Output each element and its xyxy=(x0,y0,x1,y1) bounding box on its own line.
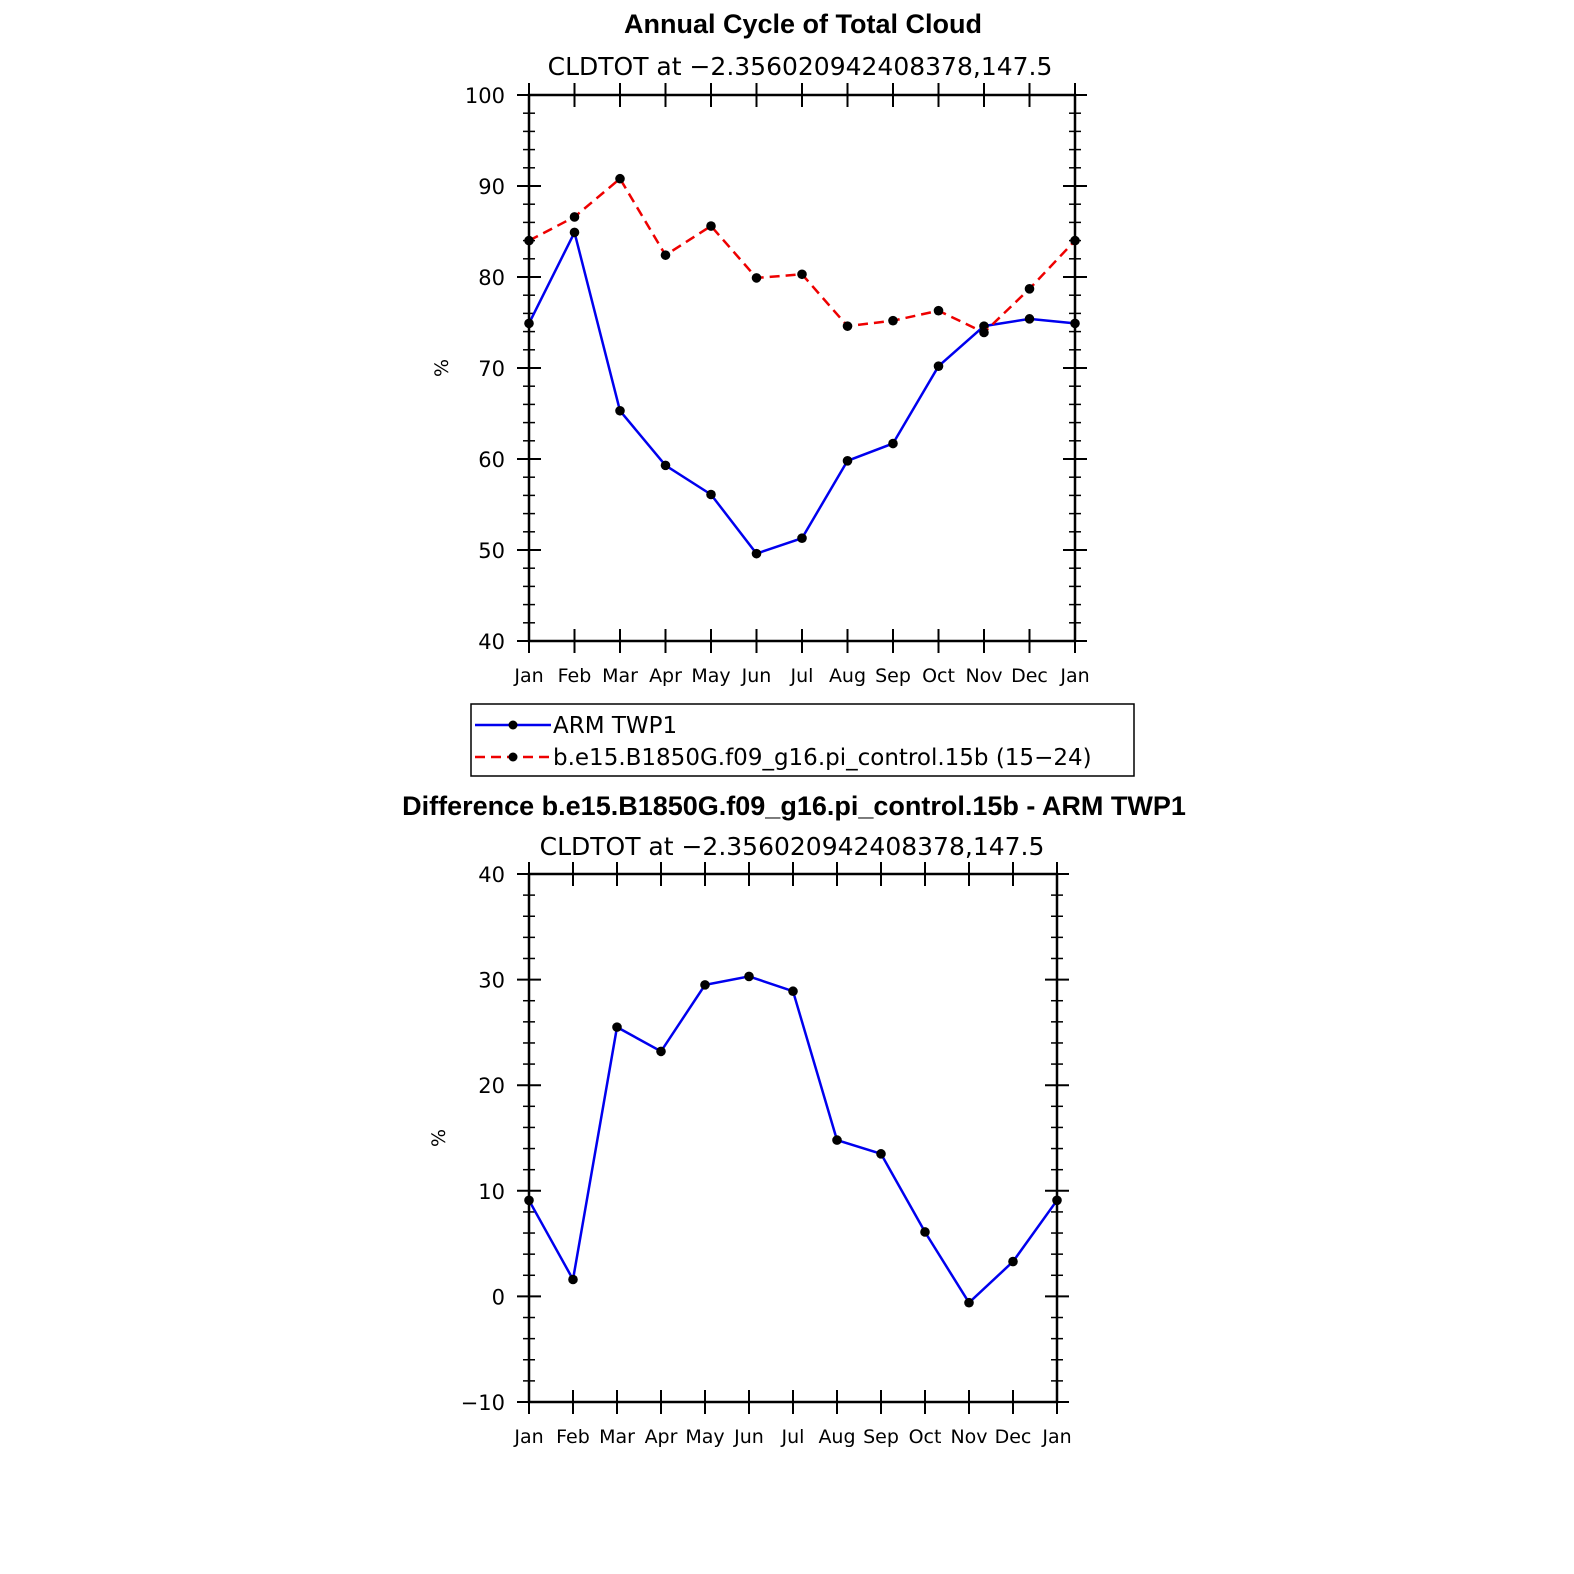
chart1-data-point xyxy=(964,1297,974,1308)
chart0-data-point xyxy=(888,315,898,326)
chart0-ytick-label: 80 xyxy=(478,266,505,290)
chart0-title: Annual Cycle of Total Cloud xyxy=(624,9,982,39)
chart0-series xyxy=(524,173,1080,559)
chart1-month-label: Nov xyxy=(950,1426,987,1448)
chart0-ticks: 40 50 60 70 80 90 100 Jan Feb Mar Apr May Jun Jul Aug S… xyxy=(465,83,1090,687)
chart0-subtitle: CLDTOT at −2.356020942408378,147.5 xyxy=(548,52,1053,81)
chart0-month-label: May xyxy=(691,665,730,687)
chart0-data-point xyxy=(797,533,807,543)
chart0-ylabel: % xyxy=(431,359,453,377)
chart0-ytick-label: 70 xyxy=(478,357,505,381)
chart0-ytick-label: 40 xyxy=(478,630,505,654)
chart0-month-label: Dec xyxy=(1011,665,1048,687)
chart1-data-point xyxy=(1008,1256,1018,1267)
chart1-data-point xyxy=(612,1022,622,1032)
chart0-data-point xyxy=(706,221,716,231)
annual-cycle-chart: Annual Cycle of Total Cloud CLDTOT at −2… xyxy=(431,9,1090,687)
chart1-month-label: Jan xyxy=(1041,1426,1071,1448)
chart1-ylabel: % xyxy=(428,1129,450,1147)
chart1-month-label: Dec xyxy=(995,1426,1032,1448)
chart0-ytick-label: 100 xyxy=(465,84,505,108)
chart1-data-point xyxy=(744,971,754,982)
chart0-data-point xyxy=(615,405,625,416)
chart1-month-label: Apr xyxy=(645,1426,678,1448)
chart1-month-label: May xyxy=(685,1426,724,1448)
chart1-data-point xyxy=(788,986,798,997)
chart0-month-label: Jul xyxy=(790,665,814,687)
chart0-data-point xyxy=(615,173,625,184)
chart1-month-label: Sep xyxy=(863,1426,899,1448)
chart1-month-label: Mar xyxy=(599,1426,635,1448)
chart1-month-label: Feb xyxy=(556,1426,590,1448)
chart0-series-line-0 xyxy=(527,228,1076,556)
chart1-ytick-label: 40 xyxy=(478,863,505,887)
chart1-month-label: Oct xyxy=(909,1426,942,1448)
chart1-ytick-label: 30 xyxy=(478,969,505,993)
legend-box xyxy=(470,703,1135,777)
legend-label-model: b.e15.B1850G.f09_g16.pi_control.15b (15−… xyxy=(553,745,1092,771)
chart0-data-point xyxy=(1024,284,1035,294)
legend-marker-arm xyxy=(508,720,518,730)
legend-marker-model xyxy=(508,752,518,762)
chart0-ytick-label: 90 xyxy=(478,175,505,199)
chart1-month-label: Jan xyxy=(513,1426,543,1448)
chart0-data-point xyxy=(751,548,762,559)
chart0-data-point xyxy=(751,273,762,283)
chart1-subtitle: CLDTOT at −2.356020942408378,147.5 xyxy=(540,832,1045,861)
chart0-data-point xyxy=(842,456,853,466)
chart0-month-label: Jun xyxy=(741,665,772,687)
chart0-frame xyxy=(527,93,1077,643)
chart0-data-point xyxy=(660,250,671,260)
difference-chart: Difference b.e15.B1850G.f09_g16.pi_contr… xyxy=(402,791,1186,1448)
chart0-month-label: Sep xyxy=(875,665,911,687)
chart1-month-label: Aug xyxy=(818,1426,855,1448)
chart1-data-point xyxy=(700,980,710,990)
chart1-series-line-0 xyxy=(527,975,1059,1305)
chart1-ytick-label: 0 xyxy=(492,1285,505,1309)
chart0-data-point xyxy=(797,269,807,280)
chart1-series xyxy=(524,971,1062,1308)
chart0-data-point xyxy=(569,227,580,238)
chart0-data-point xyxy=(660,460,671,471)
chart1-ytick-label: 20 xyxy=(478,1074,505,1098)
chart1-title: Difference b.e15.B1850G.f09_g16.pi_contr… xyxy=(402,791,1186,821)
chart0-data-point xyxy=(933,305,944,316)
chart0-data-point xyxy=(706,489,716,500)
chart0-month-label: Oct xyxy=(922,665,955,687)
chart0-month-label: Mar xyxy=(602,665,638,687)
chart0-month-label: Jan xyxy=(513,665,543,687)
chart1-data-point xyxy=(920,1227,930,1237)
chart0-ytick-label: 60 xyxy=(478,448,505,472)
chart1-data-point xyxy=(568,1274,578,1285)
chart1-ytick-label: −10 xyxy=(461,1391,505,1415)
chart0-data-point xyxy=(1024,314,1035,324)
chart0-data-point xyxy=(979,327,989,338)
chart0-month-label: Apr xyxy=(649,665,682,687)
chart0-data-point xyxy=(842,321,853,331)
chart0-month-label: Jan xyxy=(1059,665,1089,687)
chart1-data-point xyxy=(876,1149,886,1159)
legend-label-arm: ARM TWP1 xyxy=(553,713,677,739)
chart0-data-point xyxy=(888,438,898,449)
chart0-data-point xyxy=(569,212,580,222)
chart1-frame xyxy=(527,872,1059,1404)
chart1-month-label: Jun xyxy=(733,1426,764,1448)
chart0-month-label: Aug xyxy=(829,665,866,687)
chart0-series-line-1 xyxy=(528,176,1076,335)
chart0-data-point xyxy=(933,361,944,371)
chart1-ticks: −10 0 10 20 30 40 Jan Feb Mar Apr May Jun Jul Aug Sep O… xyxy=(461,862,1072,1448)
chart0-month-label: Nov xyxy=(965,665,1002,687)
chart1-ytick-label: 10 xyxy=(478,1180,505,1204)
chart1-month-label: Jul xyxy=(781,1426,805,1448)
chart1-data-point xyxy=(656,1046,666,1057)
chart0-ytick-label: 50 xyxy=(478,539,505,563)
chart0-month-label: Feb xyxy=(558,665,592,687)
chart1-data-point xyxy=(832,1135,842,1145)
legend: ARM TWP1 b.e15.B1850G.f09_g16.pi_control… xyxy=(470,703,1135,777)
